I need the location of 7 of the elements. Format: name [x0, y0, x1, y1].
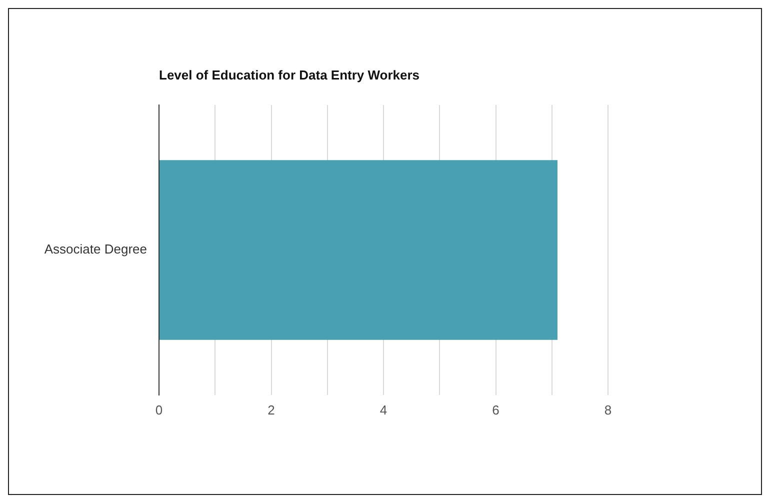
- x-tick-label: 6: [492, 402, 500, 418]
- chart-title: Level of Education for Data Entry Workers: [159, 68, 420, 83]
- x-tick-label: 4: [380, 402, 388, 418]
- y-tick-label: Associate Degree: [44, 242, 147, 257]
- x-tick-label: 2: [268, 402, 275, 418]
- x-tick-label: 8: [604, 402, 612, 418]
- x-tick-label: 0: [155, 402, 163, 418]
